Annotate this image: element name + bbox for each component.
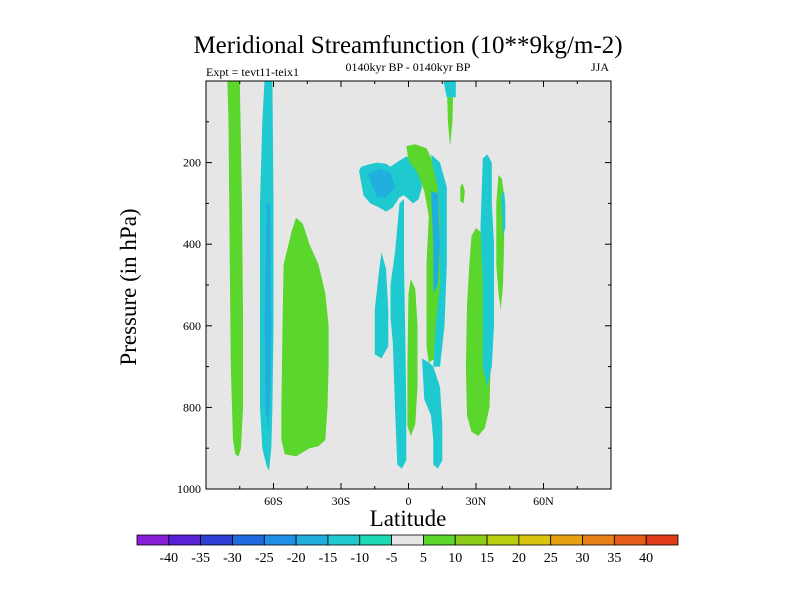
colorbar-swatch [454,534,488,546]
x-axis-label: Latitude [370,506,447,531]
colorbar-swatch [613,534,647,546]
chart-subtitle-left: Expt = tevt11-teix1 [206,65,299,79]
colorbar-swatch [232,534,265,546]
colorbar-label: 5 [420,551,427,566]
contour-region-18 [480,154,494,387]
colorbar-label: 15 [480,551,494,566]
y-axis-ticks: 200 400 600 800 1000 [177,121,611,496]
colorbar-swatch [200,534,233,546]
y-tick-label: 600 [183,319,201,333]
colorbar-label: -10 [350,551,369,566]
colorbar-label: 10 [448,551,462,566]
colorbar-swatch [550,534,583,546]
colorbar-label: -25 [255,551,274,566]
colorbar-label: -15 [319,551,338,566]
colorbar-swatch [168,534,202,546]
y-axis-label: Pressure (in hPa) [116,208,141,365]
contour-region-14 [446,81,454,147]
colorbar-label: -40 [159,551,178,566]
colorbar-label: -30 [223,551,242,566]
colorbar-label: 40 [639,551,653,566]
chart-subtitle-right: JJA [591,60,609,74]
colorbar-label: 35 [607,551,621,566]
x-tick-label: 30S [332,494,351,508]
contour-region-12 [407,278,418,436]
colorbar-swatch [582,534,615,546]
colorbar-swatch [486,534,520,546]
x-tick-label: 0 [406,494,412,508]
colorbar-label: 30 [576,551,590,566]
colorbar-label: -35 [191,551,210,566]
x-tick-label: 30N [466,494,487,508]
y-tick-label: 400 [183,237,201,251]
colorbar-swatch [327,534,361,546]
contour-region-9 [431,191,440,294]
colorbar-swatch [391,534,424,546]
colorbar-swatch [263,534,297,546]
contour-region-20 [500,191,506,236]
colorbar-swatch [295,534,329,546]
colorbar-swatch [518,534,552,546]
contour-region-16 [460,183,465,204]
chart-subtitle-center: 0140kyr BP - 0140kyr BP [346,60,471,74]
colorbar-label: -20 [287,551,306,566]
contour-regions [227,81,506,471]
x-tick-label: 60S [264,494,283,508]
colorbar-swatch [136,534,170,546]
y-tick-label: 800 [183,400,201,414]
colorbar-swatch [645,534,679,546]
contour-region-15 [443,81,456,98]
colorbar-label: 25 [544,551,558,566]
chart-title: Meridional Streamfunction (10**9kg/m-2) [193,32,622,59]
contour-region-11 [390,199,407,469]
contour-region-10 [374,252,389,359]
contour-region-6 [368,168,395,198]
x-tick-label: 60N [533,494,554,508]
contour-region-8 [431,154,447,367]
contour-region-3 [264,203,272,428]
y-tick-label: 200 [183,156,201,170]
colorbar-swatch [423,534,456,546]
y-tick-label: 1000 [177,482,201,496]
contour-region-1 [227,81,244,457]
colorbar-label: -5 [386,551,398,566]
contour-region-4 [281,217,329,457]
colorbar-label: 20 [512,551,526,566]
x-axis-ticks: 60S 30S 0 30N 60N [239,81,578,508]
contour-region-13 [422,358,443,469]
colorbar: -40 -35 -30 -25 -20 -15 -10 -5 5 10 15 20 25 30 35 40 [136,534,679,566]
colorbar-swatch [359,534,392,546]
